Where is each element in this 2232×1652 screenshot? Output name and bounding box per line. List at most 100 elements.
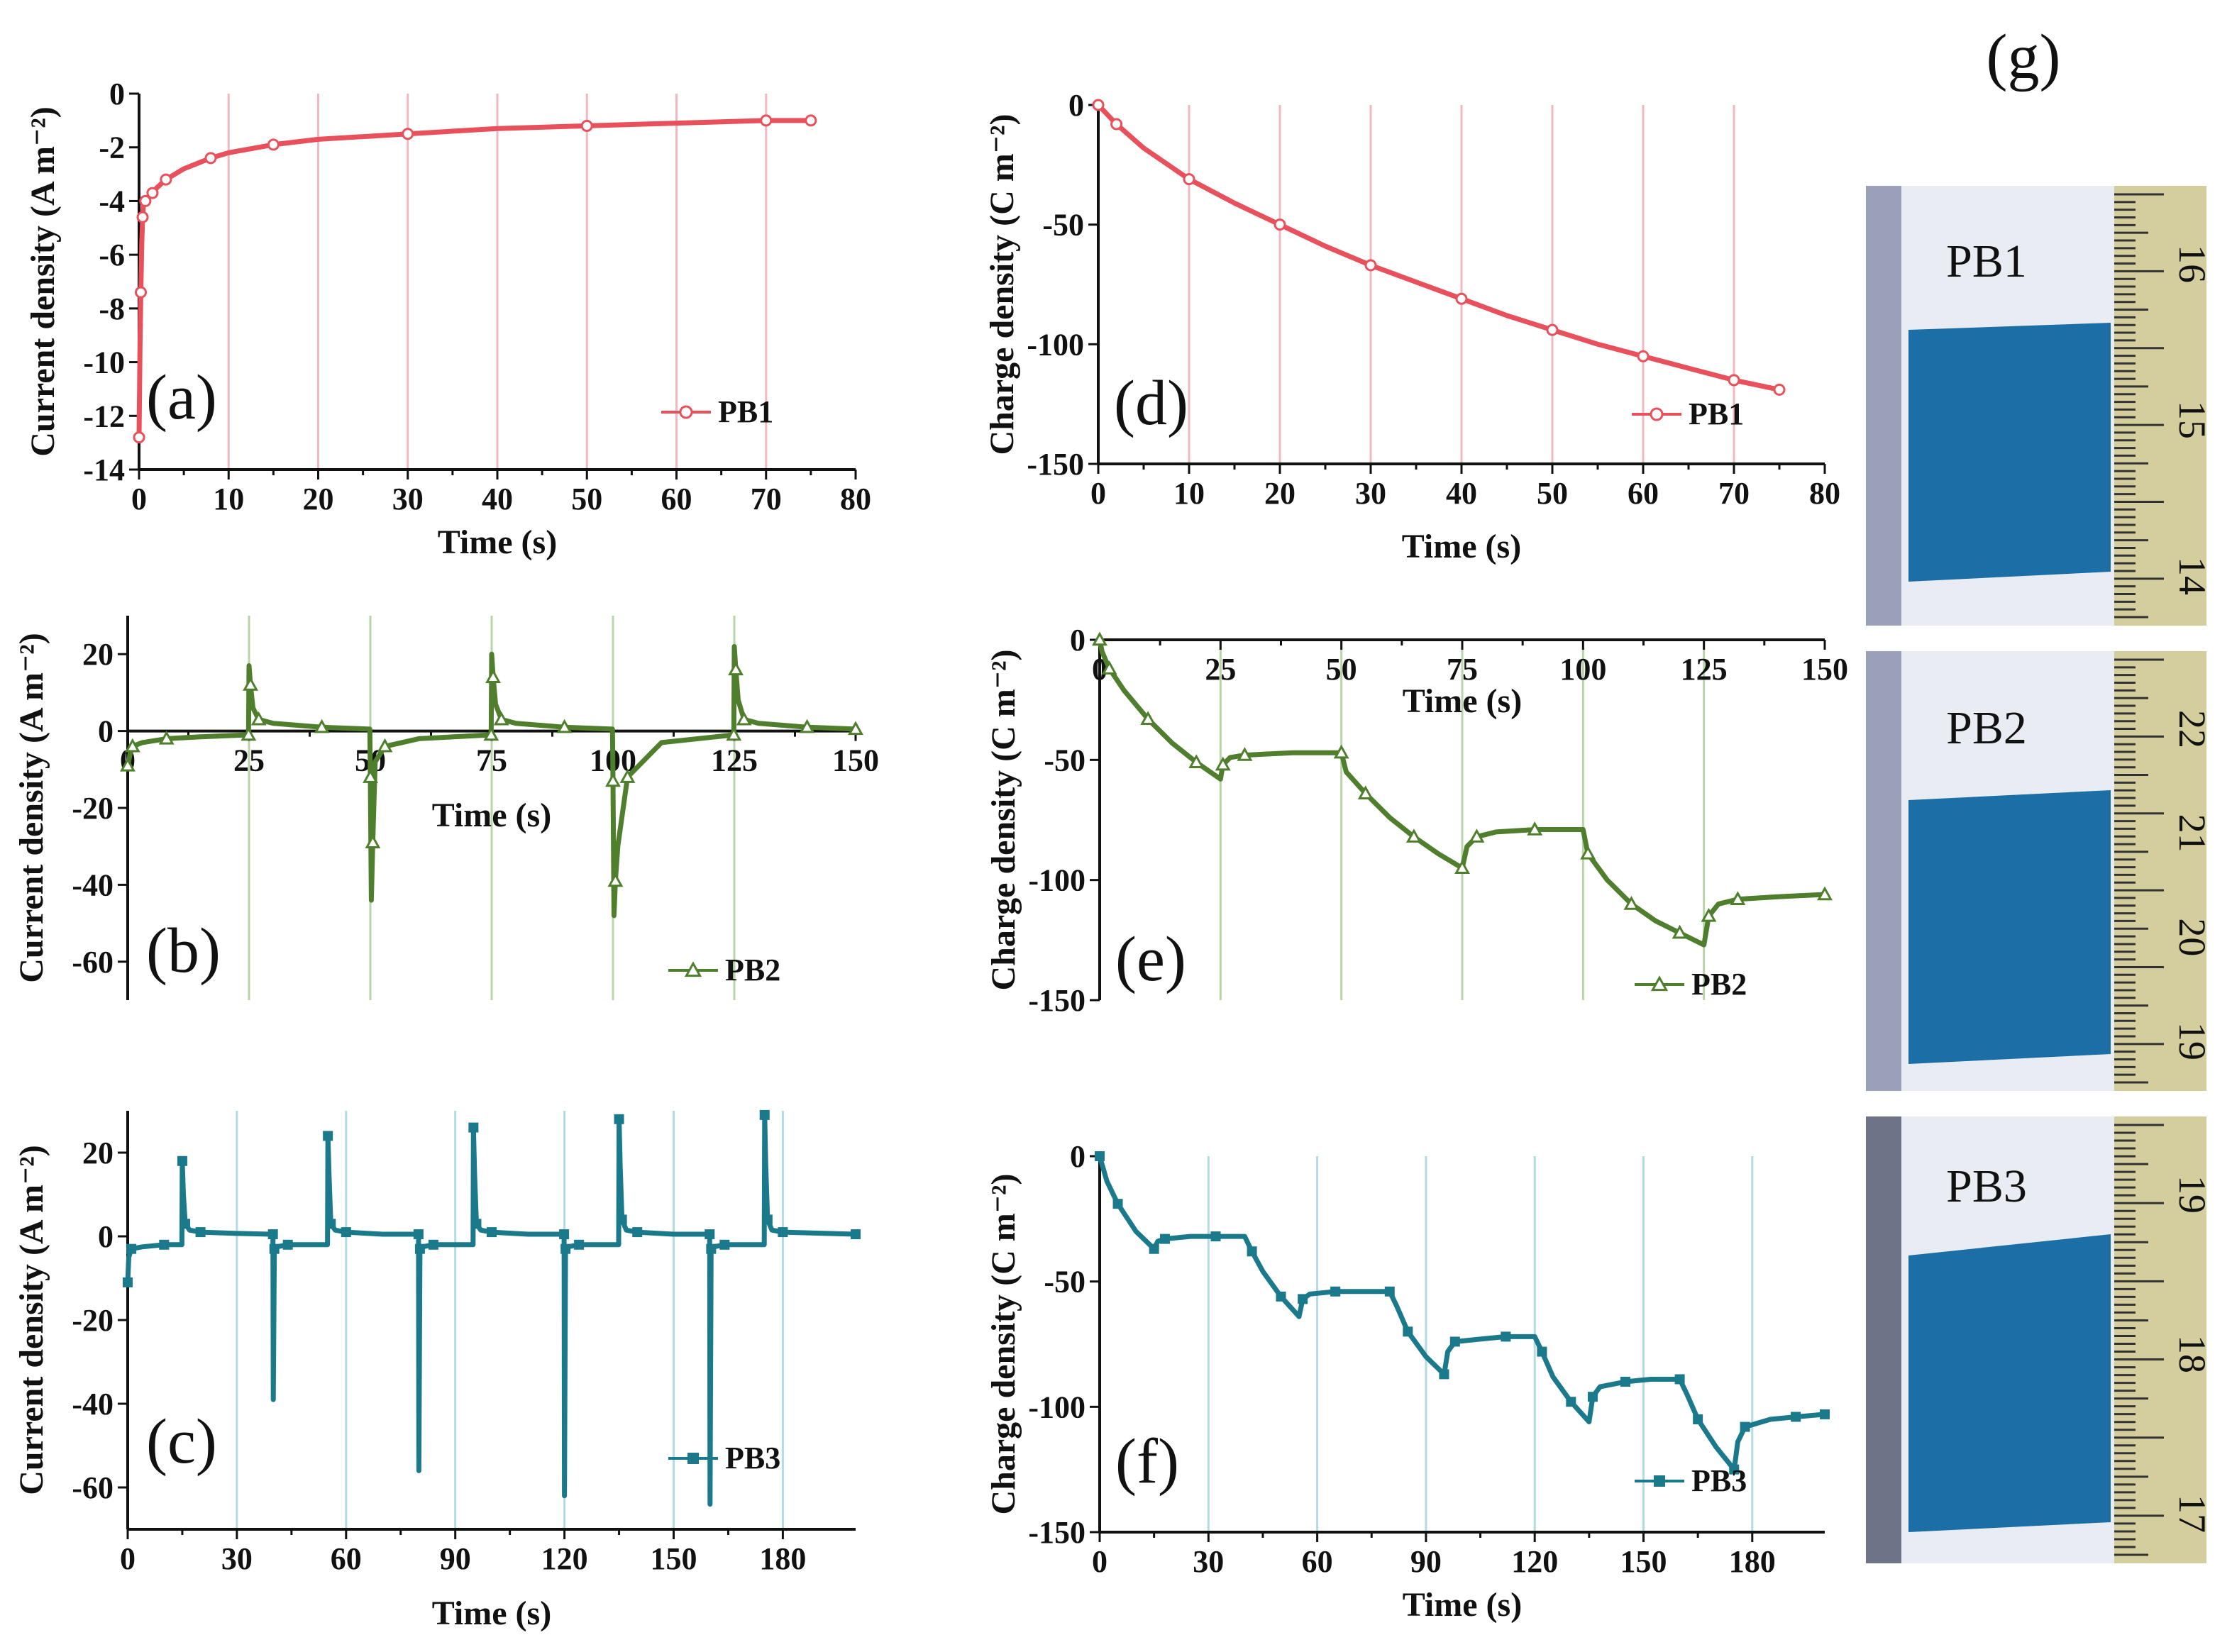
chart-c: 0 30 60 90 120 150 180 20 0 -20 -40 -60 PB3 Time (s) C… <box>13 1109 861 1632</box>
data-point <box>160 173 172 186</box>
data-point <box>243 677 259 691</box>
data-point <box>1159 1234 1170 1244</box>
y-tick-label: -40 <box>72 1387 114 1421</box>
data-point <box>560 1243 571 1254</box>
data-point <box>487 1227 497 1238</box>
x-tick-label: 50 <box>571 482 602 516</box>
photo-pb1: 16 15 14 PB1 <box>1866 186 2214 626</box>
data-point <box>146 187 159 199</box>
prussian-blue-film <box>1908 790 2111 1064</box>
data-point <box>1791 1412 1801 1422</box>
data-point <box>323 1131 333 1141</box>
chart-a: 0 10 20 30 40 50 60 70 80 0 -2 -4 -6 -8 -10 -12 -14 PB1 Ti… <box>24 77 871 561</box>
data-point <box>1546 323 1559 336</box>
data-point <box>1455 292 1468 305</box>
data-point <box>805 114 817 127</box>
ruler-number: 16 <box>2171 245 2214 283</box>
ruler-number: 18 <box>2171 1335 2214 1373</box>
y-tick-label: -150 <box>1028 1515 1085 1550</box>
x-tick-label: 150 <box>651 1541 697 1576</box>
y-tick-label: -4 <box>99 184 125 218</box>
data-point <box>760 114 773 127</box>
y-tick-label: -50 <box>1044 1265 1085 1299</box>
series-line <box>1097 1155 1825 1473</box>
data-point <box>759 1109 770 1120</box>
x-tick-label: 20 <box>1264 476 1295 511</box>
data-point <box>1357 785 1374 799</box>
y-tick-label: 0 <box>1070 623 1085 658</box>
data-point <box>483 726 499 741</box>
data-point <box>632 1227 643 1238</box>
x-tick-label: 125 <box>711 743 758 778</box>
y-axis-title: Charge density (C m⁻²) <box>985 649 1022 990</box>
prussian-blue-film <box>1908 323 2111 582</box>
y-tick-label: -2 <box>99 131 125 165</box>
data-point <box>133 431 145 444</box>
y-tick-label: -100 <box>1027 327 1084 362</box>
data-point <box>1623 896 1640 910</box>
data-point <box>1449 1336 1460 1347</box>
data-point <box>728 661 744 676</box>
data-point <box>1650 407 1664 421</box>
x-tick-label: 120 <box>541 1541 588 1576</box>
ruler-number: 22 <box>2171 710 2214 748</box>
data-point <box>1149 1243 1159 1254</box>
data-point <box>556 719 573 733</box>
data-point <box>726 726 742 741</box>
data-point <box>1210 1231 1221 1242</box>
legend-label: PB2 <box>725 953 780 987</box>
y-tick-label: 0 <box>109 77 125 111</box>
series-markers <box>133 114 817 444</box>
data-point <box>1566 1397 1576 1407</box>
data-point <box>250 711 267 726</box>
data-point <box>377 738 393 753</box>
data-point <box>468 1122 479 1133</box>
x-tick-label: 70 <box>1718 476 1750 511</box>
data-point <box>326 1219 336 1229</box>
photo-label: PB1 <box>1946 235 2027 287</box>
data-point <box>687 1453 699 1464</box>
panel-label: (d) <box>1114 368 1188 438</box>
x-tick-label: 30 <box>1355 476 1386 511</box>
x-axis-title: Time (s) <box>1402 528 1521 565</box>
y-tick-label: -10 <box>83 345 125 380</box>
panel-label: (e) <box>1115 924 1186 994</box>
series-line <box>1097 639 1825 948</box>
y-tick-label: -60 <box>72 1470 114 1505</box>
data-point <box>158 730 175 745</box>
data-point <box>1469 828 1485 843</box>
data-point <box>1729 1464 1740 1475</box>
data-point <box>1247 1246 1257 1257</box>
x-tick-label: 0 <box>120 1541 136 1576</box>
data-point <box>1112 1199 1123 1209</box>
x-tick-label: 60 <box>661 482 692 516</box>
data-point <box>1654 1475 1665 1487</box>
legend-label: PB3 <box>725 1441 780 1475</box>
ruler <box>2114 186 2206 626</box>
data-point <box>341 1227 351 1238</box>
x-tick-label: 80 <box>1809 476 1840 511</box>
data-point <box>736 711 752 726</box>
y-tick-label: -100 <box>1028 863 1085 898</box>
series-line <box>1096 103 1780 392</box>
data-point <box>605 772 621 787</box>
x-tick-label: 30 <box>221 1541 253 1576</box>
y-tick-label: 20 <box>82 1136 114 1170</box>
data-point <box>493 711 509 726</box>
data-point <box>778 1227 788 1238</box>
x-tick-label: 150 <box>1801 652 1848 687</box>
data-point <box>1728 374 1740 387</box>
photo-pb3: 19 18 17 PB3 <box>1866 1116 2214 1563</box>
y-tick-label: -50 <box>1044 743 1085 777</box>
y-tick-label: -150 <box>1028 983 1085 1018</box>
legend-label: PB3 <box>1691 1463 1747 1498</box>
y-tick-label: -60 <box>72 945 114 980</box>
x-axis-title: Time (s) <box>432 1595 551 1632</box>
photo-pb2: 22 21 20 19 PB2 <box>1866 651 2214 1091</box>
data-point <box>1333 744 1349 759</box>
data-point <box>799 719 815 733</box>
series-markers <box>1092 631 1833 939</box>
x-tick-label: 180 <box>1729 1544 1776 1579</box>
